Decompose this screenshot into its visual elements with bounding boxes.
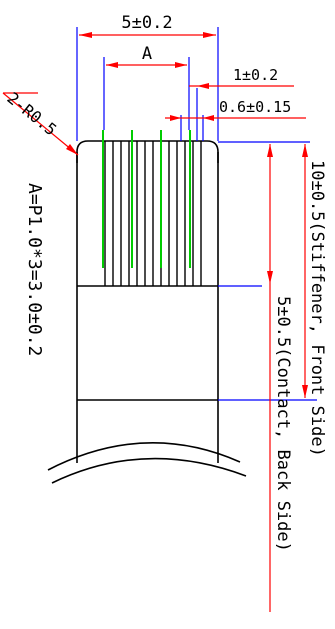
arrowhead <box>106 62 118 68</box>
arrowhead <box>267 144 273 157</box>
contact-fingers <box>104 141 202 286</box>
arrowhead <box>79 32 92 38</box>
dimension-lines <box>2 32 308 612</box>
arrowhead <box>170 115 181 121</box>
label-stiffener-length: 10±0.5(Stiffener, Front Side) <box>307 160 327 457</box>
label-pitch: A <box>142 44 152 64</box>
arrowhead <box>175 62 187 68</box>
break-line-lower <box>51 457 247 484</box>
arrowhead <box>197 83 209 89</box>
label-formula-note: A=P1.0*3=3.0±0.2 <box>24 183 45 356</box>
label-radius: 2-R0.5 <box>3 88 60 139</box>
label-edge-offset: 1±0.2 <box>233 66 278 84</box>
cable-outline <box>47 140 247 484</box>
break-line-upper <box>47 442 241 471</box>
label-overall-width: 5±0.2 <box>121 13 172 33</box>
extension-lines <box>76 27 317 401</box>
dim-line-radius-leader <box>2 92 79 156</box>
dimension-labels: 5±0.2 A 1±0.2 0.6±0.15 2-R0.5 10±0.5(Sti… <box>3 13 327 552</box>
arrowhead <box>302 144 308 157</box>
label-lead-width: 0.6±0.15 <box>219 98 291 116</box>
arrowhead <box>203 115 214 121</box>
contact-leads <box>102 130 191 268</box>
arrowhead <box>203 32 216 38</box>
cable-top-edge <box>76 140 219 163</box>
label-contact-length: 5±0.5(Contact, Back Side) <box>273 296 293 552</box>
arrowhead <box>267 271 273 284</box>
arrowhead <box>66 144 78 155</box>
arrowhead <box>302 385 308 398</box>
